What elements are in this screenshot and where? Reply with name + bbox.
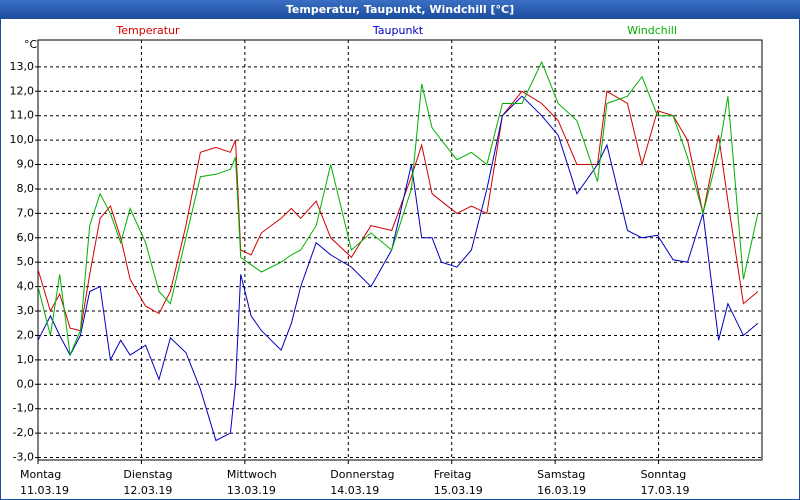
title-bar xyxy=(0,0,800,19)
y-tick-label: 11,0 xyxy=(10,109,35,122)
y-unit: °C xyxy=(24,38,38,51)
x-tick-label: Samstag xyxy=(537,468,585,481)
x-tick-date: 13.03.19 xyxy=(227,484,276,497)
x-tick-date: 12.03.19 xyxy=(123,484,172,497)
y-tick-label: 10,0 xyxy=(10,133,35,146)
y-tick-label: 3,0 xyxy=(17,304,35,317)
y-tick-label: 6,0 xyxy=(17,231,35,244)
y-tick-label: 1,0 xyxy=(17,353,35,366)
x-tick-label: Sonntag xyxy=(641,468,687,481)
y-tick-label: -3,0 xyxy=(13,451,34,464)
x-tick-date: 11.03.19 xyxy=(20,484,69,497)
legend-entry: Taupunkt xyxy=(372,24,424,37)
y-tick-label: -2,0 xyxy=(13,426,34,439)
x-tick-label: Dienstag xyxy=(123,468,172,481)
legend-entry: Windchill xyxy=(627,24,677,37)
y-tick-label: -1,0 xyxy=(13,402,34,415)
y-tick-label: 13,0 xyxy=(10,60,35,73)
y-tick-label: 5,0 xyxy=(17,255,35,268)
series-line xyxy=(37,95,759,442)
x-tick-date: 17.03.19 xyxy=(641,484,690,497)
plot-area xyxy=(37,39,763,461)
y-tick-label: 2,0 xyxy=(17,328,35,341)
y-tick-label: 4,0 xyxy=(17,280,35,293)
x-tick-date: 14.03.19 xyxy=(330,484,379,497)
x-tick-label: Mittwoch xyxy=(227,468,277,481)
x-tick-label: Freitag xyxy=(434,468,472,481)
legend-entry: Temperatur xyxy=(115,24,180,37)
y-tick-label: 9,0 xyxy=(17,158,35,171)
chart-title: Temperatur, Taupunkt, Windchill [°C] xyxy=(286,3,514,16)
x-tick-label: Montag xyxy=(20,468,61,481)
x-tick-date: 16.03.19 xyxy=(537,484,586,497)
y-tick-label: 12,0 xyxy=(10,84,35,97)
x-tick-date: 15.03.19 xyxy=(434,484,483,497)
x-tick-label: Donnerstag xyxy=(330,468,394,481)
y-tick-label: 7,0 xyxy=(17,206,35,219)
series-line xyxy=(37,60,759,357)
y-tick-label: 8,0 xyxy=(17,182,35,195)
y-tick-label: 0,0 xyxy=(17,377,35,390)
series-line xyxy=(37,90,759,332)
